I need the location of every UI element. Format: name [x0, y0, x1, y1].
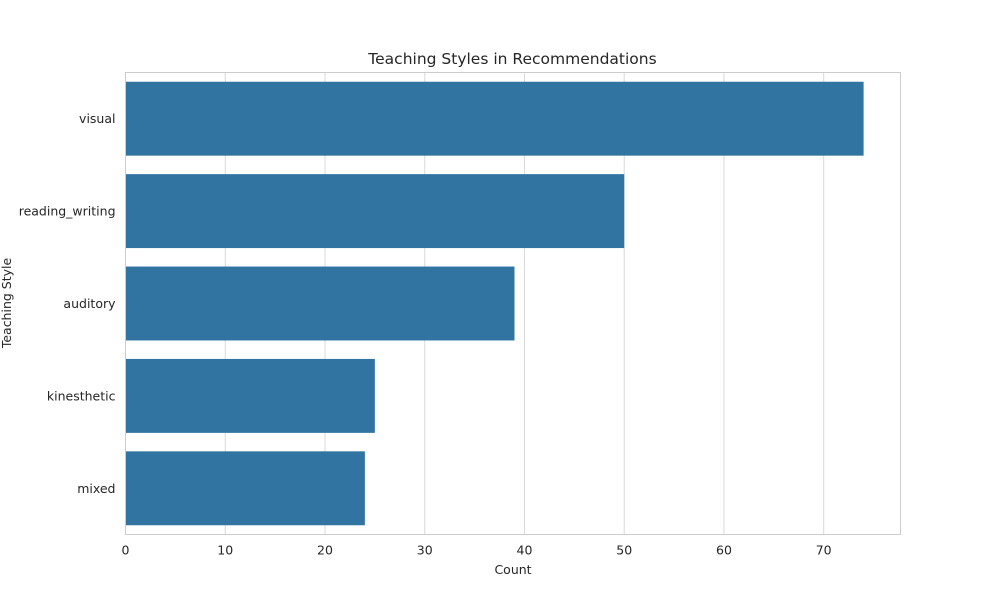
x-tick-label: 30 — [417, 543, 433, 558]
x-tick-label: 50 — [616, 543, 632, 558]
x-tick-label: 70 — [816, 543, 832, 558]
x-tick-labels: 0 10 20 30 40 50 60 70 — [122, 543, 832, 558]
bars — [125, 81, 864, 526]
x-axis-label: Count — [494, 562, 531, 577]
plot-frame — [125, 72, 901, 535]
bar-kinesthetic — [125, 358, 375, 433]
y-axis-label: Teaching Style — [0, 258, 14, 350]
bar-auditory — [125, 266, 515, 341]
x-tick-label: 0 — [122, 543, 130, 558]
bar-mixed — [125, 451, 365, 526]
bar-visual — [125, 81, 864, 156]
y-tick-label: mixed — [77, 481, 115, 496]
chart-title: Teaching Styles in Recommendations — [367, 50, 656, 68]
x-tick-label: 10 — [217, 543, 233, 558]
x-tick-label: 20 — [317, 543, 333, 558]
x-tick-label: 60 — [716, 543, 732, 558]
y-tick-label: visual — [79, 111, 115, 126]
bar-reading-writing — [125, 174, 625, 249]
y-tick-label: auditory — [63, 296, 116, 311]
y-tick-label: kinesthetic — [47, 388, 116, 403]
y-tick-label: reading_writing — [19, 204, 116, 219]
y-tick-labels: visual reading_writing auditory kinesthetic… — [19, 111, 116, 496]
x-tick-label: 40 — [517, 543, 533, 558]
